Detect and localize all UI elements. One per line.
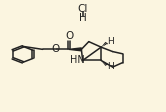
Text: H: H [79,13,87,23]
Text: O: O [52,44,60,54]
Text: HN: HN [70,55,85,65]
Text: H: H [108,62,114,71]
Polygon shape [69,48,81,51]
Text: Cl: Cl [78,4,88,14]
Text: H: H [108,37,114,46]
Text: O: O [65,31,73,41]
